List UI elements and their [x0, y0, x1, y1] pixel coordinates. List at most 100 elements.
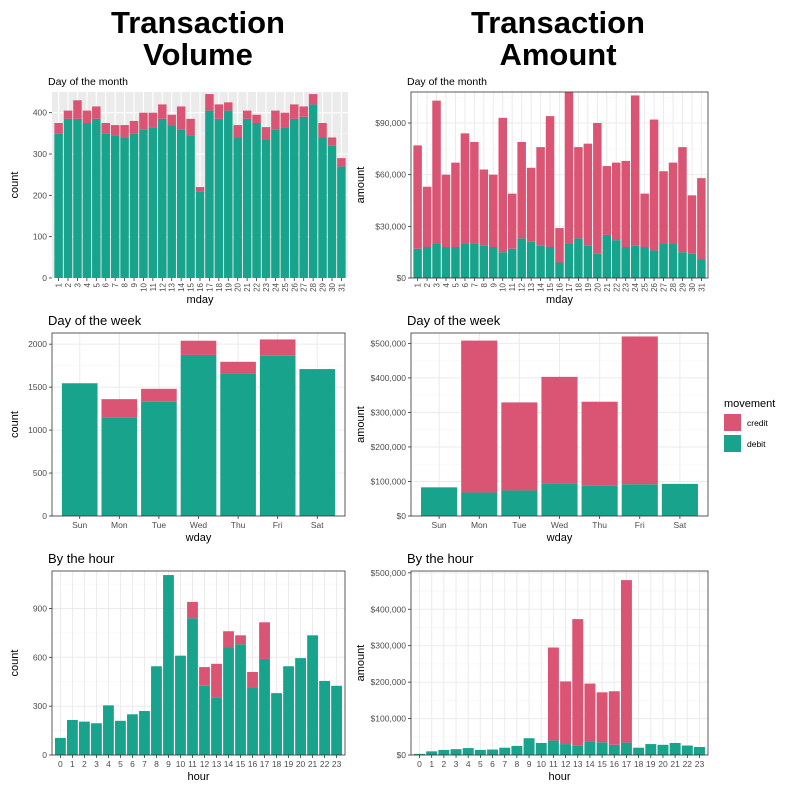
x-tick-label: Thu	[592, 520, 607, 530]
bar-debit	[697, 259, 706, 278]
bar-debit	[327, 145, 337, 278]
x-tick-label: 17	[260, 759, 270, 769]
x-tick-label: 25	[281, 282, 290, 291]
bar-credit	[602, 166, 612, 235]
panel-title: Day of the month	[48, 76, 128, 88]
x-tick-label: 26	[650, 282, 659, 291]
x-tick-label: 30	[328, 282, 337, 291]
y-tick-label: $400,000	[371, 373, 407, 383]
x-tick-label: 16	[196, 282, 205, 291]
x-tick-label: 12	[158, 282, 167, 291]
bar-debit	[115, 720, 126, 755]
x-tick-label: 13	[168, 282, 177, 291]
y-axis-label: amount	[355, 645, 367, 682]
x-tick-label: 1	[414, 282, 423, 287]
bar-debit	[479, 245, 489, 278]
x-tick-label: 25	[641, 282, 650, 291]
bar-debit	[259, 355, 296, 516]
x-tick-label: 1	[429, 759, 434, 769]
x-tick-label: 1	[70, 759, 75, 769]
y-tick-label: $400,000	[371, 604, 407, 614]
y-axis-label: count	[9, 650, 21, 677]
x-tick-label: 13	[527, 282, 536, 291]
bar-credit	[460, 133, 470, 244]
bar-debit	[319, 680, 330, 755]
bar-credit	[235, 635, 246, 645]
x-axis-label: wday	[546, 532, 573, 544]
x-tick-label: 10	[176, 759, 186, 769]
bar-credit	[224, 102, 233, 111]
x-tick-label: 30	[688, 282, 697, 291]
bar-credit	[584, 683, 596, 742]
x-tick-label: 19	[224, 282, 233, 291]
x-tick-label: 0	[417, 759, 422, 769]
y-axis-label: count	[9, 411, 21, 438]
bar-credit	[640, 193, 649, 247]
y-tick-label: 400	[33, 108, 47, 118]
x-tick-label: Fri	[635, 520, 645, 530]
bar-credit	[572, 619, 584, 746]
x-axis-label: mday	[546, 294, 573, 306]
x-tick-label: 3	[454, 759, 459, 769]
bar-debit	[220, 373, 256, 516]
x-tick-label: 19	[584, 282, 593, 291]
x-tick-label: 5	[118, 759, 123, 769]
bar-credit	[101, 123, 110, 134]
bar-credit	[593, 123, 602, 254]
bar-credit	[252, 114, 261, 123]
bar-credit	[697, 178, 706, 260]
bar-credit	[199, 667, 210, 686]
x-tick-label: 15	[597, 759, 607, 769]
bar-debit	[101, 417, 138, 516]
x-tick-label: 17	[205, 282, 214, 291]
bar-debit	[261, 139, 271, 278]
bar-credit	[129, 120, 139, 134]
x-axis-label: mday	[187, 294, 214, 306]
bar-debit	[233, 137, 242, 278]
bar-credit	[649, 119, 659, 251]
x-tick-label: 20	[296, 759, 306, 769]
bar-debit	[560, 744, 572, 755]
bar-debit	[669, 742, 681, 755]
x-tick-label: 15	[187, 282, 196, 291]
panel-border	[410, 570, 709, 756]
bar-debit	[470, 243, 479, 278]
x-tick-label: 3	[94, 759, 99, 769]
bar-debit	[79, 721, 90, 755]
bar-credit	[432, 100, 441, 244]
x-tick-label: 29	[678, 282, 687, 291]
x-tick-label: 16	[610, 759, 620, 769]
y-tick-label: 2000	[28, 339, 47, 349]
bar-credit	[187, 601, 198, 619]
bar-debit	[186, 135, 195, 278]
x-tick-label: 18	[215, 282, 224, 291]
bar-debit	[462, 748, 474, 755]
x-tick-label: 11	[188, 759, 197, 769]
bar-debit	[247, 687, 258, 755]
bar-credit	[214, 104, 224, 119]
bar-credit	[120, 125, 129, 138]
bar-credit	[583, 143, 593, 246]
y-tick-label: $300,000	[371, 641, 407, 651]
bar-credit	[621, 336, 658, 485]
bar-debit	[259, 658, 270, 755]
bar-credit	[205, 94, 214, 111]
bar-debit	[61, 383, 98, 516]
bar-debit	[489, 247, 498, 278]
x-tick-label: Mon	[111, 520, 128, 530]
y-tick-label: $300,000	[371, 407, 407, 417]
x-tick-label: 3	[73, 282, 82, 287]
bar-debit	[564, 243, 574, 278]
x-tick-label: 10	[537, 759, 547, 769]
bar-credit	[82, 110, 92, 123]
bar-debit	[307, 635, 318, 755]
x-tick-label: 22	[683, 759, 693, 769]
bar-debit	[211, 697, 222, 755]
x-tick-label: 21	[243, 282, 252, 291]
legend: movement credit debit	[724, 398, 775, 452]
x-tick-label: 14	[537, 282, 546, 291]
chart-panel: $0 $100,000 $200,000 $300,000 $400,000 $500,0…	[355, 551, 709, 783]
bar-debit	[148, 127, 158, 278]
bar-debit	[139, 129, 148, 278]
